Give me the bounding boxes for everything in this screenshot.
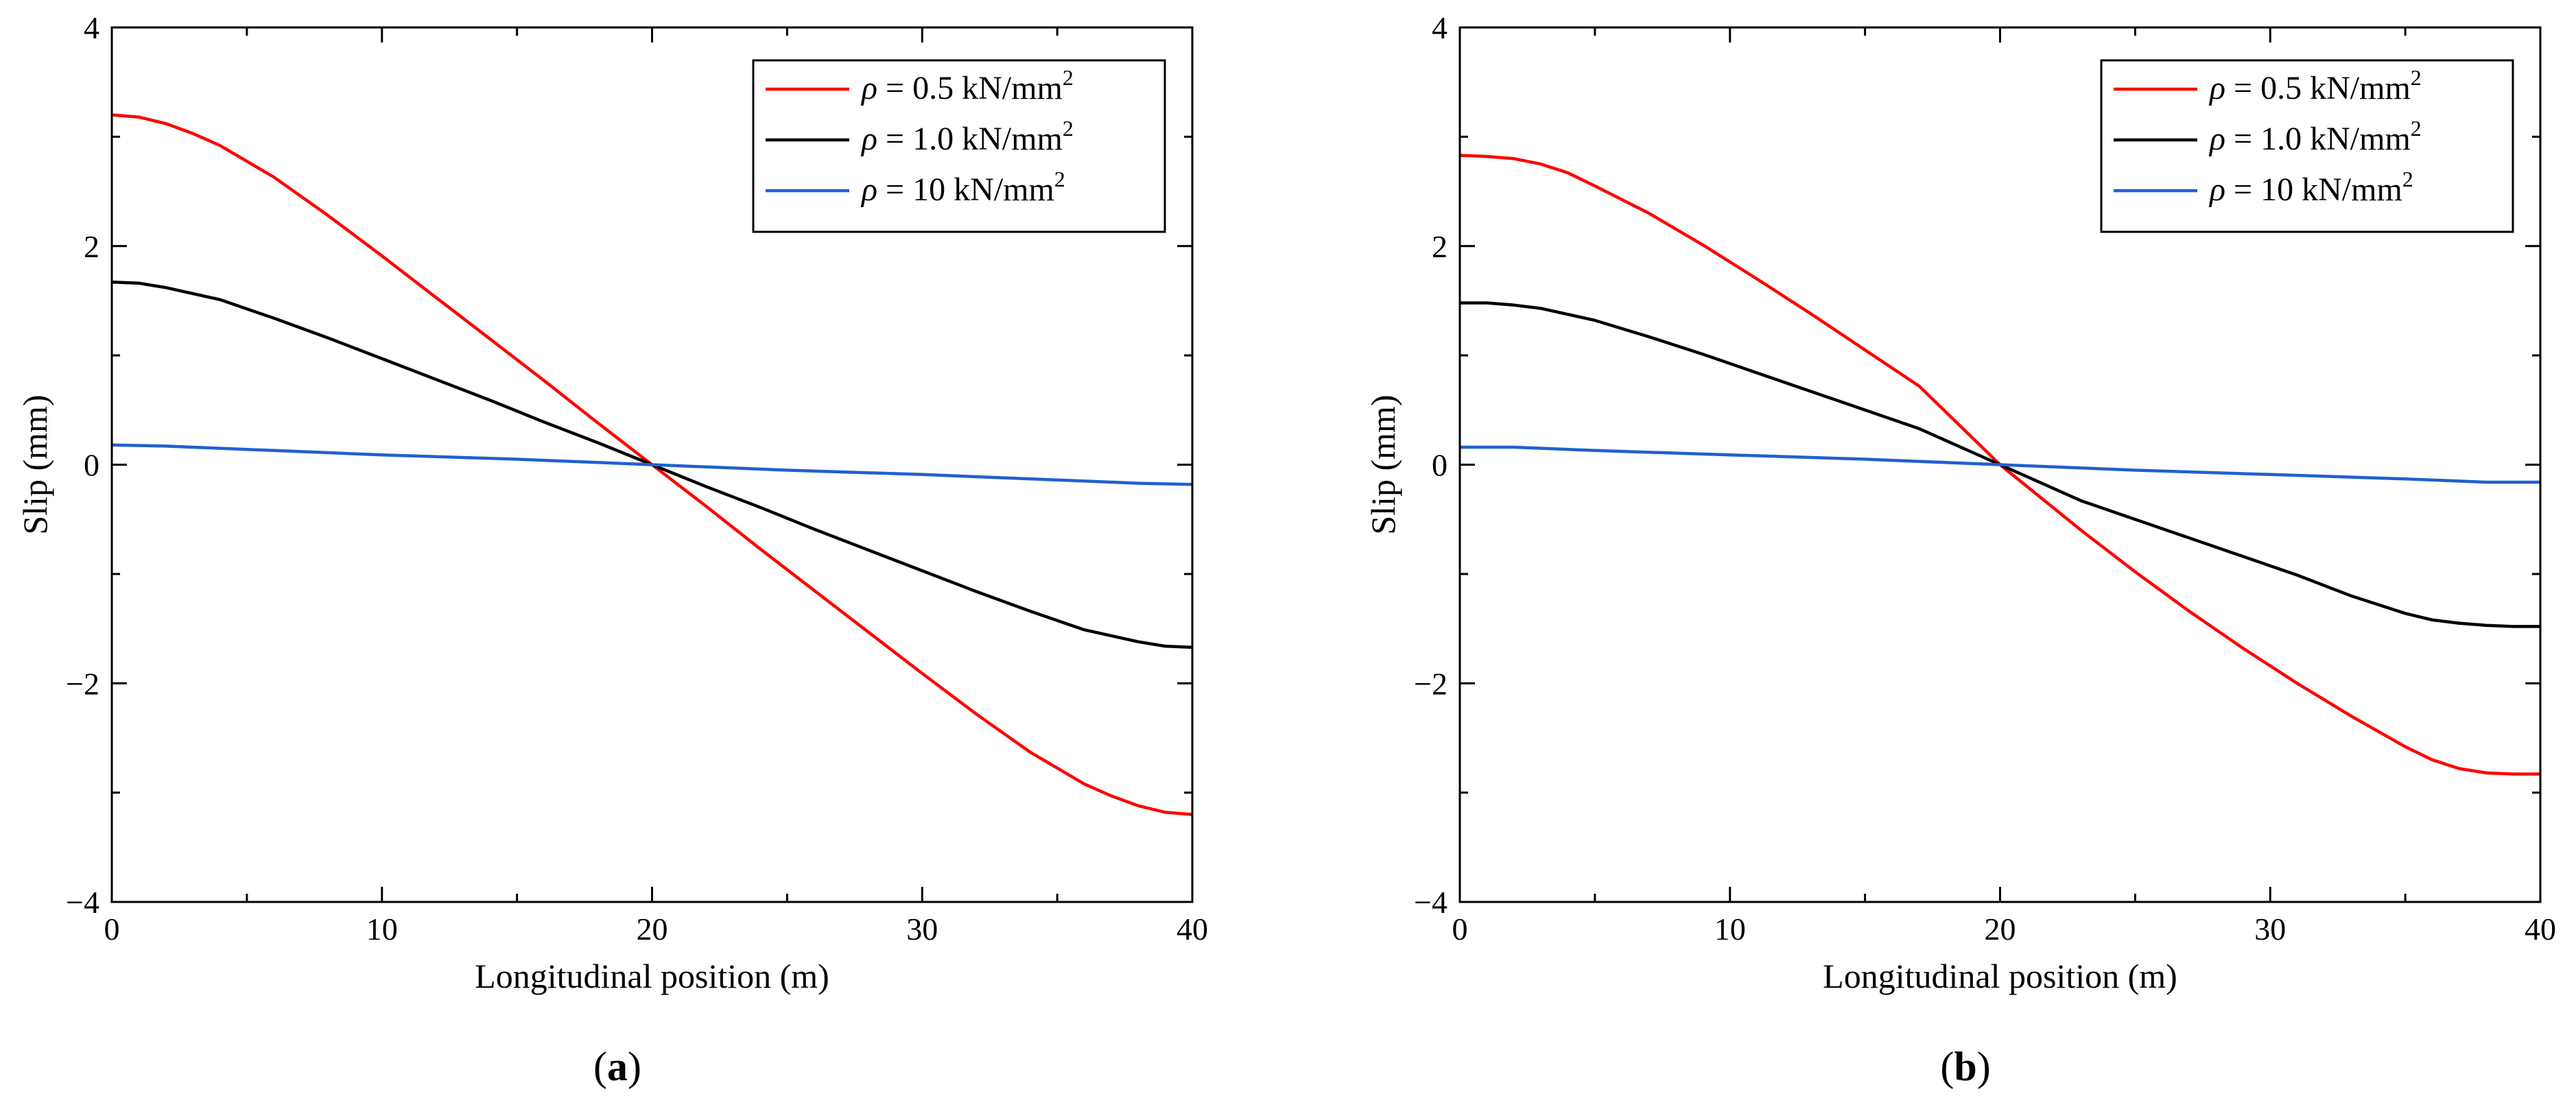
panel-label-open: ( <box>593 1044 607 1089</box>
legend-superscript: 2 <box>1054 167 1065 191</box>
x-tick-label: 40 <box>2525 912 2556 947</box>
legend-text: = 10 kN/mm <box>2225 171 2402 208</box>
x-axis-title: Longitudinal position (m) <box>475 957 829 995</box>
legend-label-1: ρ = 0.5 kN/mm2 <box>2208 65 2422 106</box>
series-line-3 <box>112 443 1192 486</box>
legend-label-2: ρ = 1.0 kN/mm2 <box>860 116 1074 157</box>
y-tick-label: 4 <box>1432 10 1447 45</box>
legend-label-2: ρ = 1.0 kN/mm2 <box>2208 116 2422 157</box>
x-tick-label: 20 <box>637 912 668 947</box>
legend-text: = 1.0 kN/mm <box>2225 121 2411 157</box>
panel-label: (b) <box>1940 1044 1990 1089</box>
legend-text: = 10 kN/mm <box>877 171 1054 208</box>
legend-symbol: ρ <box>860 70 877 106</box>
x-tick-label: 20 <box>1985 912 2016 947</box>
legend-text: = 0.5 kN/mm <box>877 70 1063 106</box>
x-tick-label: 40 <box>1177 912 1208 947</box>
legend-superscript: 2 <box>2402 167 2413 191</box>
y-tick-label: 0 <box>84 448 99 483</box>
x-tick-label: 10 <box>366 912 398 947</box>
legend-text: = 1.0 kN/mm <box>877 121 1063 157</box>
legend-symbol: ρ <box>2208 171 2225 208</box>
legend-superscript: 2 <box>2411 116 2422 141</box>
y-tick-label: 4 <box>84 10 99 45</box>
x-tick-label: 30 <box>2254 912 2286 947</box>
series-line-3 <box>1460 445 2540 484</box>
x-tick-label: 30 <box>906 912 938 947</box>
legend-text: = 0.5 kN/mm <box>2225 70 2411 106</box>
y-tick-label: 2 <box>84 229 99 264</box>
y-tick-label: −2 <box>1414 666 1447 701</box>
y-tick-label: 2 <box>1432 229 1447 264</box>
legend-superscript: 2 <box>1063 116 1074 141</box>
legend-label-3: ρ = 10 kN/mm2 <box>860 167 1065 208</box>
panel-label-letter: a <box>607 1044 628 1089</box>
panel-label-close: ) <box>628 1044 641 1089</box>
x-tick-label: 0 <box>104 912 120 947</box>
legend-superscript: 2 <box>1063 65 1074 90</box>
y-axis-title: Slip (mm) <box>16 394 54 534</box>
x-tick-label: 0 <box>1452 912 1468 947</box>
panel-label: (a) <box>593 1044 641 1089</box>
series-line-2 <box>1460 301 2540 628</box>
legend-superscript: 2 <box>2411 65 2422 90</box>
legend-symbol: ρ <box>860 121 877 157</box>
legend-symbol: ρ <box>2208 70 2225 106</box>
y-axis-title: Slip (mm) <box>1364 394 1402 534</box>
legend-symbol: ρ <box>860 171 877 208</box>
x-axis-title: Longitudinal position (m) <box>1823 957 2177 995</box>
legend-label-1: ρ = 0.5 kN/mm2 <box>860 65 1074 106</box>
y-tick-label: −4 <box>66 885 99 920</box>
panel-label-close: ) <box>1977 1044 1991 1089</box>
y-tick-label: −2 <box>66 666 99 701</box>
x-tick-label: 10 <box>1714 912 1746 947</box>
legend-symbol: ρ <box>2208 121 2225 157</box>
y-tick-label: 0 <box>1432 448 1447 483</box>
panel-label-letter: b <box>1954 1044 1976 1089</box>
y-tick-label: −4 <box>1414 885 1447 920</box>
panel-label-open: ( <box>1940 1044 1954 1089</box>
legend-label-3: ρ = 10 kN/mm2 <box>2208 167 2413 208</box>
